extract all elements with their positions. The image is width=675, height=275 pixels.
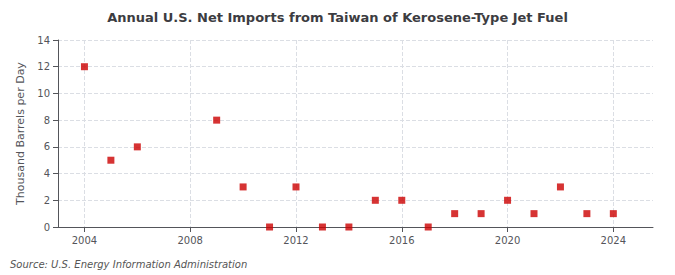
- svg-text:Source: U.S. Energy Informatio: Source: U.S. Energy Information Administ…: [10, 259, 247, 270]
- svg-text:2024: 2024: [601, 235, 626, 246]
- svg-text:Thousand Barrels per Day: Thousand Barrels per Day: [14, 62, 27, 206]
- svg-text:14: 14: [37, 35, 50, 46]
- svg-text:2004: 2004: [72, 235, 97, 246]
- svg-text:0: 0: [44, 222, 50, 233]
- svg-text:2020: 2020: [495, 235, 520, 246]
- svg-text:2008: 2008: [177, 235, 202, 246]
- svg-text:4: 4: [44, 168, 50, 179]
- svg-text:12: 12: [37, 61, 50, 72]
- svg-text:2012: 2012: [283, 235, 308, 246]
- svg-text:6: 6: [44, 141, 50, 152]
- svg-text:Annual U.S. Net Imports from T: Annual U.S. Net Imports from Taiwan of K…: [107, 10, 568, 25]
- svg-text:2: 2: [44, 195, 50, 206]
- svg-text:10: 10: [37, 88, 50, 99]
- svg-text:2016: 2016: [389, 235, 414, 246]
- svg-text:8: 8: [44, 115, 50, 126]
